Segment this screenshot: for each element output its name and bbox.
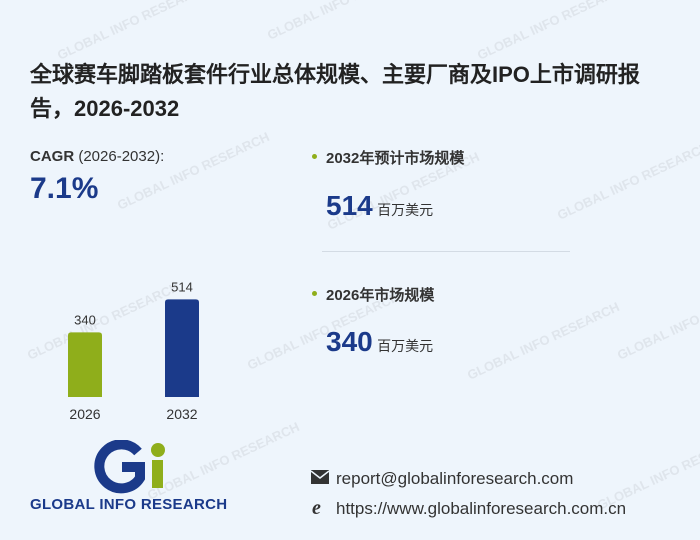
cagr-name: CAGR: [30, 148, 75, 165]
web-glyph: e: [312, 498, 321, 518]
title: 全球赛车脚踏板套件行业总体规模、主要厂商及IPO上市调研报告，2026-2032: [30, 62, 640, 121]
logo-dot: [151, 443, 165, 457]
bar: [68, 332, 102, 397]
envelope-flap: [310, 470, 330, 479]
stat: 340 百万美元: [326, 326, 433, 358]
watermark: GLOBAL INFO RESEARCH: [465, 299, 622, 383]
logo-text: GLOBAL INFO RESEARCH: [30, 496, 228, 513]
watermark: GLOBAL INFO RESEARCH: [555, 139, 700, 223]
divider: [322, 251, 570, 252]
bar-chart: 340 2026 514 2032: [68, 279, 199, 422]
mail-icon: [310, 470, 330, 484]
stat-unit: 百万美元: [377, 202, 434, 218]
website[interactable]: https://www.globalinforesearch.com.cn: [336, 499, 627, 518]
logo-g: [94, 440, 145, 494]
stat-label: 2032年预计市场规模: [326, 150, 465, 167]
envelope: [311, 470, 329, 484]
logo-mark: [94, 440, 165, 494]
value-label: 514: [171, 279, 193, 294]
watermark: GLOBAL INFO RESEARCH: [615, 279, 700, 363]
category-label: 2026: [69, 406, 100, 422]
watermark: GLOBAL INFO RESEARCH: [55, 0, 212, 63]
watermark: GLOBAL INFO RESEARCH: [265, 0, 422, 43]
stat: 514 百万美元: [326, 190, 433, 222]
watermark: GLOBAL INFO RESEARCH: [475, 0, 632, 63]
cagr-label: CAGR (2026-2032):: [30, 148, 164, 165]
category-label: 2032: [166, 406, 197, 422]
stat-label: 2026年市场规模: [326, 287, 435, 304]
watermark: GLOBAL INFO RESEARCH: [115, 129, 272, 213]
stat-unit: 百万美元: [377, 338, 434, 354]
logo-i: [152, 460, 163, 488]
bar: [165, 299, 199, 397]
web-icon: e: [312, 498, 321, 518]
email[interactable]: report@globalinforesearch.com: [336, 469, 574, 488]
value-label: 340: [74, 312, 96, 327]
bullet: [312, 154, 317, 159]
stat-value: 340: [326, 326, 373, 357]
cagr-value: 7.1%: [30, 172, 99, 205]
stat-value: 514: [326, 190, 373, 221]
bullet: [312, 291, 317, 296]
cagr-period: (2026-2032):: [78, 148, 165, 165]
